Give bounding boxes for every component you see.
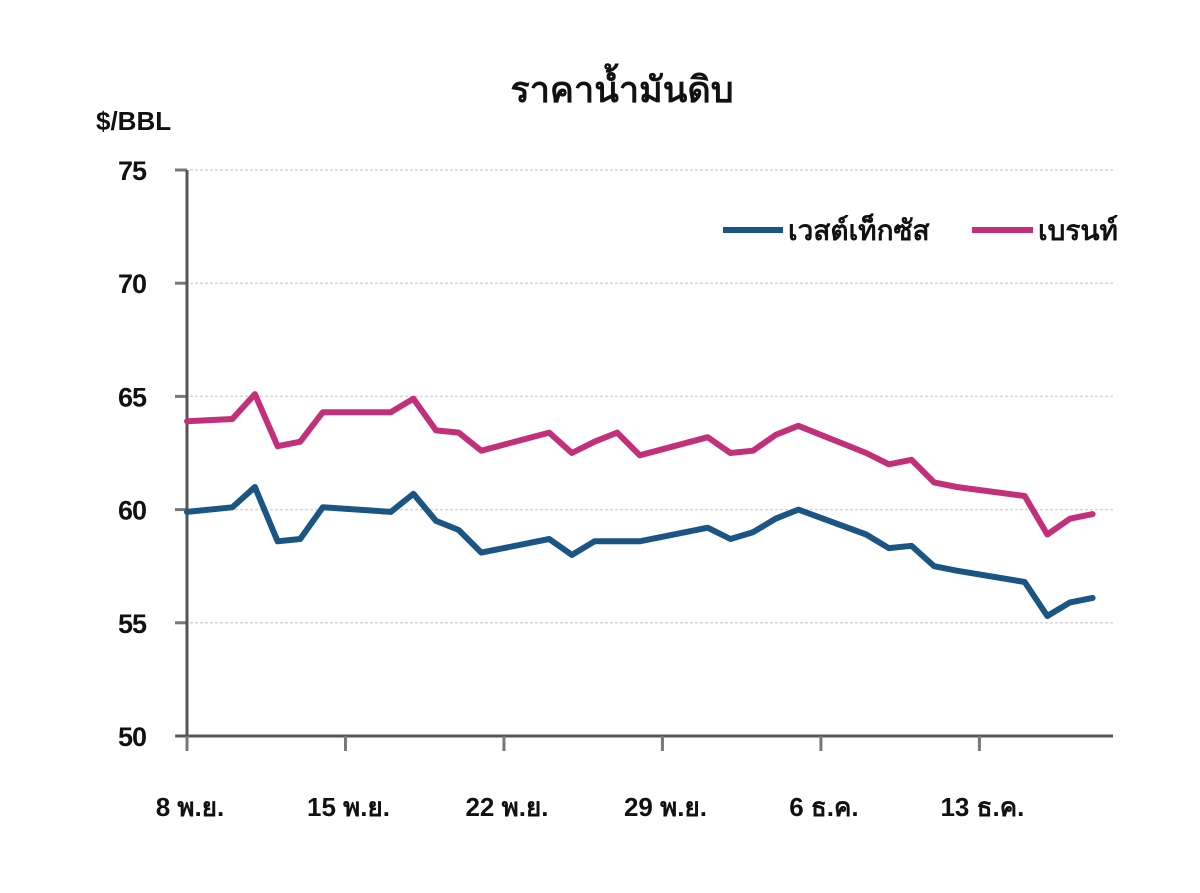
chart-title: ราคาน้ำมันดิบ	[510, 63, 733, 110]
y-axis-unit-label: $/BBL	[96, 106, 171, 136]
legend-label-wti: เวสต์เท็กซัส	[788, 213, 931, 246]
y-tick-label: 65	[118, 382, 147, 412]
x-axis-ticks: 8 พ.ย. 15 พ.ย. 22 พ.ย. 29 พ.ย. 6 ธ.ค. 13 ธ.ค.	[156, 736, 1024, 822]
x-tick-label: 13 ธ.ค.	[940, 792, 1024, 822]
legend-label-brent: เบรนท์	[1038, 215, 1118, 246]
legend-item-wti: เวสต์เท็กซัส	[723, 213, 931, 246]
legend-item-brent: เบรนท์	[972, 215, 1118, 246]
series-line-brent	[184, 391, 1096, 538]
series-lines	[184, 391, 1096, 619]
x-tick-label: 22 พ.ย.	[465, 792, 548, 822]
x-tick-label: 29 พ.ย.	[624, 792, 707, 822]
y-tick-label: 55	[118, 609, 147, 639]
x-tick-label: 15 พ.ย.	[307, 792, 390, 822]
series-line-wti	[184, 484, 1096, 619]
y-axis-ticks: 50 55 60 65 70 75	[118, 156, 187, 752]
legend: เวสต์เท็กซัส เบรนท์	[723, 213, 1118, 246]
y-tick-label: 60	[118, 496, 146, 526]
y-tick-label: 50	[118, 722, 146, 752]
x-tick-label: 6 ธ.ค.	[789, 792, 858, 822]
x-tick-label: 8 พ.ย.	[156, 792, 225, 822]
y-tick-label: 70	[118, 269, 146, 299]
y-tick-label: 75	[118, 156, 147, 186]
gridlines	[190, 169, 1113, 624]
